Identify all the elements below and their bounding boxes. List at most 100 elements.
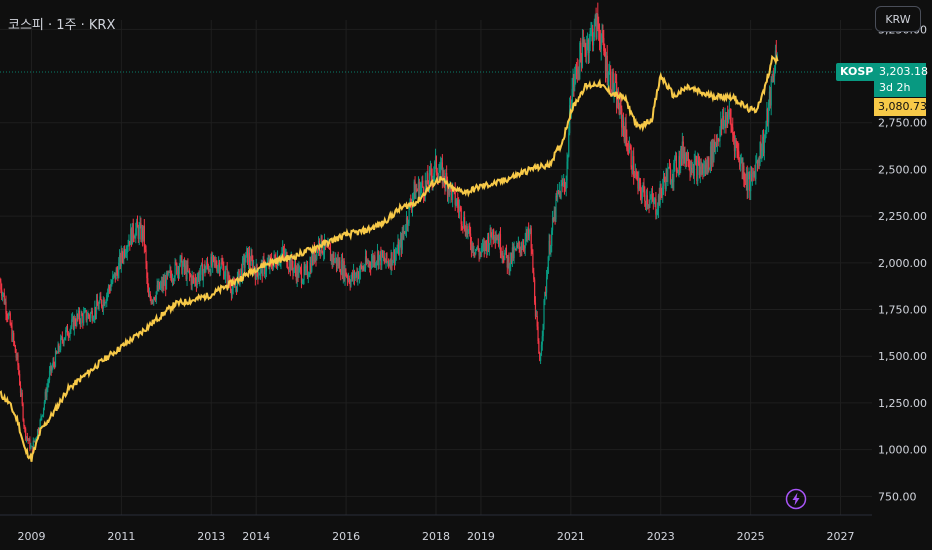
candle-body: [352, 271, 355, 279]
currency-button[interactable]: KRW: [875, 6, 921, 32]
time-axis[interactable]: 2009 2011 2013 2014 2016 2018 2019 2021 2023 2025…: [0, 514, 872, 543]
candle-body: [82, 315, 84, 323]
candle-body: [247, 248, 249, 264]
candle-body: [604, 56, 607, 72]
candle-body: [25, 436, 28, 439]
candle-body: [612, 71, 614, 93]
candle-body: [308, 274, 310, 277]
candle-body: [539, 355, 542, 361]
candle-body: [452, 188, 454, 200]
candle-body: [297, 266, 299, 278]
candle-body: [226, 268, 228, 285]
candle-body: [483, 243, 485, 252]
candle-body: [2, 293, 5, 295]
candle-body: [354, 275, 356, 279]
candle-body: [388, 263, 391, 265]
candle-body: [501, 253, 503, 256]
candle-body: [610, 69, 612, 91]
candle-body: [56, 352, 58, 354]
candle-body: [411, 205, 413, 208]
candle-body: [534, 302, 537, 317]
candle-body: [540, 344, 543, 356]
candle-body: [754, 171, 756, 180]
candle-body: [147, 287, 150, 297]
candle-body: [179, 256, 181, 267]
candle-body: [462, 226, 464, 228]
candle-body: [41, 415, 43, 417]
y-tick-label: 2,750.00: [878, 117, 927, 130]
candle-body: [646, 195, 648, 206]
candle-body: [522, 245, 524, 250]
candle-body: [692, 168, 695, 177]
candle-body: [582, 38, 584, 44]
candle-body: [457, 200, 459, 206]
candle-body: [184, 265, 186, 270]
y-tick-label: 2,500.00: [878, 163, 927, 176]
candle-body: [215, 260, 217, 267]
candle-body: [248, 252, 250, 263]
candle-body: [560, 184, 562, 199]
candle-body: [210, 256, 212, 275]
candle-body: [45, 391, 47, 397]
lightning-bolt-icon[interactable]: [785, 488, 807, 510]
candle-body: [332, 254, 334, 262]
candle-body: [127, 245, 129, 247]
candle-body: [695, 158, 697, 162]
candle-body: [703, 164, 706, 169]
candle-body: [15, 352, 17, 358]
candle-body: [686, 152, 688, 161]
candle-body: [568, 133, 570, 157]
candle-body: [424, 180, 426, 197]
candle-body: [81, 313, 83, 316]
candle-body: [95, 299, 98, 315]
candle-body: [377, 251, 379, 266]
candle-body: [703, 168, 705, 174]
candle-body: [481, 246, 483, 253]
candle-body: [218, 263, 221, 273]
candle-body: [554, 210, 556, 220]
candle-body: [632, 156, 634, 174]
candle-body: [305, 268, 307, 272]
price-axis[interactable]: 750.00 1,000.00 1,250.00 1,500.00 1,750.00 2,…: [878, 23, 927, 503]
candle-body: [611, 71, 613, 95]
candle-body: [417, 181, 420, 191]
candle-body: [579, 42, 581, 74]
candle-body: [13, 332, 15, 342]
candle-body: [219, 267, 221, 273]
candle-body: [677, 169, 679, 172]
candle-body: [341, 259, 343, 275]
candle-body: [382, 256, 385, 258]
candle-body: [171, 279, 174, 282]
symbol-title[interactable]: 코스피 · 1주 · KRX: [8, 18, 116, 33]
candle-body: [62, 340, 64, 344]
candle-body: [476, 245, 478, 249]
candle-body: [295, 270, 297, 281]
candle-body: [666, 170, 668, 182]
candle-body: [608, 71, 610, 82]
candle-body: [265, 264, 268, 272]
candle-body: [78, 310, 81, 321]
candle-body: [310, 262, 312, 272]
candle-body: [556, 196, 558, 198]
candle-body: [693, 160, 695, 177]
candle-body: [75, 324, 77, 326]
candle-body: [103, 299, 105, 306]
candle-body: [364, 268, 366, 270]
candle-body: [520, 249, 522, 253]
candle-body: [643, 184, 645, 192]
candle-body: [696, 161, 698, 181]
candle-body: [502, 253, 504, 258]
candle-body: [678, 156, 680, 170]
candle-body: [607, 81, 609, 83]
candle-body: [530, 228, 532, 249]
candle-body: [229, 283, 232, 291]
candle-body: [633, 176, 636, 178]
candle-body: [639, 182, 642, 193]
candle-body: [645, 201, 647, 206]
candle-body: [528, 232, 531, 237]
candle-body: [290, 256, 292, 271]
candle-body: [139, 223, 141, 227]
candle-body: [649, 199, 651, 206]
candle-body: [588, 44, 590, 54]
